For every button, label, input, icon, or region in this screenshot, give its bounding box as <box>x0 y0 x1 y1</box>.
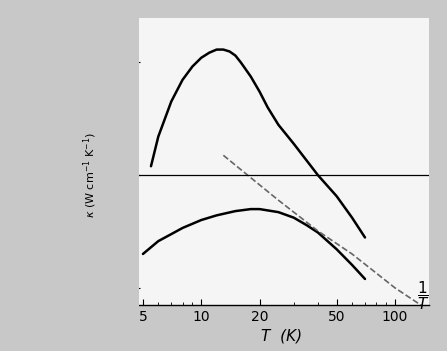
Y-axis label: $\kappa$ (W cm$^{-1}$ K$^{-1}$): $\kappa$ (W cm$^{-1}$ K$^{-1}$) <box>73 119 90 204</box>
X-axis label: T  (K): T (K) <box>261 329 302 343</box>
Text: $\kappa$ (W cm$^{-1}$ K$^{-1}$): $\kappa$ (W cm$^{-1}$ K$^{-1}$) <box>81 133 99 218</box>
Text: $\dfrac{1}{T}$: $\dfrac{1}{T}$ <box>417 279 430 312</box>
